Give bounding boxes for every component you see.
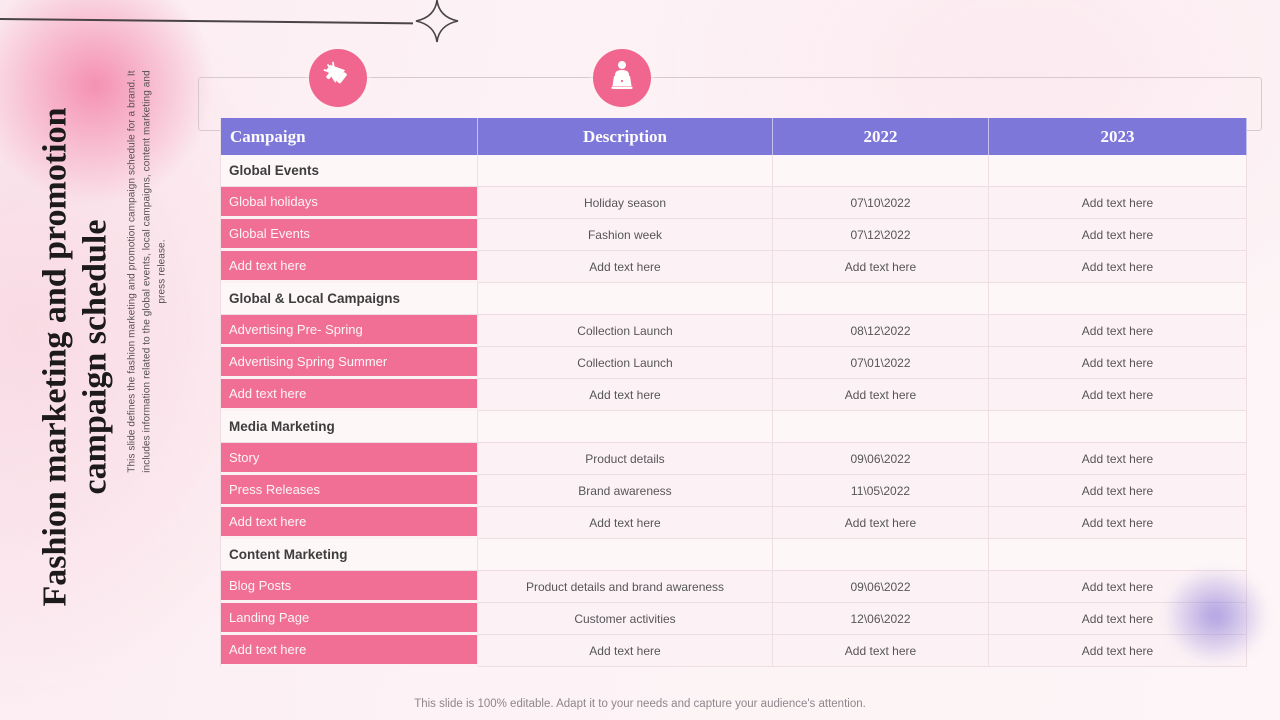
date-2022-cell[interactable]: 07\10\2022	[773, 187, 989, 219]
column-header-2023[interactable]: 2023	[989, 118, 1247, 155]
section-empty-cell	[989, 283, 1247, 315]
description-cell[interactable]: Add text here	[478, 635, 773, 667]
presenter-icon	[606, 59, 638, 98]
section-row-label[interactable]: Global & Local Campaigns	[221, 283, 478, 315]
purple-blob-decoration	[1143, 548, 1280, 683]
campaign-cell[interactable]: Global holidays	[221, 187, 478, 219]
page-title: Fashion marketing and promotion campaign…	[36, 65, 116, 650]
date-2023-cell[interactable]: Add text here	[989, 475, 1247, 507]
date-2022-cell[interactable]: 12\06\2022	[773, 603, 989, 635]
campaign-cell[interactable]: Advertising Pre- Spring	[221, 315, 478, 347]
date-2022-cell[interactable]: 09\06\2022	[773, 571, 989, 603]
campaign-cell[interactable]: Blog Posts	[221, 571, 478, 603]
date-2022-cell[interactable]: 07\01\2022	[773, 347, 989, 379]
column-header-campaign[interactable]: Campaign	[221, 118, 478, 155]
description-cell[interactable]: Brand awareness	[478, 475, 773, 507]
campaign-cell[interactable]: Add text here	[221, 635, 478, 667]
campaign-cell[interactable]: Press Releases	[221, 475, 478, 507]
section-empty-cell	[989, 411, 1247, 443]
page-title-line1: Fashion marketing and promotion	[36, 107, 74, 607]
date-2022-cell[interactable]: Add text here	[773, 635, 989, 667]
description-cell[interactable]: Collection Launch	[478, 315, 773, 347]
page-title-line2: campaign schedule	[76, 219, 114, 495]
campaign-cell[interactable]: Landing Page	[221, 603, 478, 635]
description-cell[interactable]: Holiday season	[478, 187, 773, 219]
description-cell[interactable]: Add text here	[478, 251, 773, 283]
campaign-cell[interactable]: Add text here	[221, 251, 478, 283]
section-empty-cell	[773, 411, 989, 443]
date-2022-cell[interactable]: 09\06\2022	[773, 443, 989, 475]
description-icon-circle	[593, 49, 651, 107]
date-2023-cell[interactable]: Add text here	[989, 251, 1247, 283]
schedule-table: Campaign Description 2022 2023 Global Events…	[220, 118, 1247, 667]
date-2023-cell[interactable]: Add text here	[989, 315, 1247, 347]
section-empty-cell	[989, 155, 1247, 187]
date-2022-cell[interactable]: Add text here	[773, 379, 989, 411]
description-cell[interactable]: Customer activities	[478, 603, 773, 635]
section-empty-cell	[773, 283, 989, 315]
section-empty-cell	[773, 539, 989, 571]
decorative-line	[0, 18, 413, 25]
campaign-cell[interactable]: Advertising Spring Summer	[221, 347, 478, 379]
campaign-icon-circle	[309, 49, 367, 107]
section-empty-cell	[478, 539, 773, 571]
section-row-label[interactable]: Content Marketing	[221, 539, 478, 571]
date-2023-cell[interactable]: Add text here	[989, 443, 1247, 475]
description-cell[interactable]: Product details	[478, 443, 773, 475]
description-cell[interactable]: Add text here	[478, 507, 773, 539]
date-2022-cell[interactable]: 07\12\2022	[773, 219, 989, 251]
date-2022-cell[interactable]: Add text here	[773, 507, 989, 539]
date-2023-cell[interactable]: Add text here	[989, 507, 1247, 539]
section-empty-cell	[773, 155, 989, 187]
column-header-2022[interactable]: 2022	[773, 118, 989, 155]
date-2022-cell[interactable]: Add text here	[773, 251, 989, 283]
date-2023-cell[interactable]: Add text here	[989, 347, 1247, 379]
campaign-cell[interactable]: Story	[221, 443, 478, 475]
column-header-description[interactable]: Description	[478, 118, 773, 155]
section-row-label[interactable]: Global Events	[221, 155, 478, 187]
date-2023-cell[interactable]: Add text here	[989, 379, 1247, 411]
sparkle-star-icon	[414, 0, 460, 49]
date-2023-cell[interactable]: Add text here	[989, 219, 1247, 251]
section-empty-cell	[478, 283, 773, 315]
campaign-cell[interactable]: Add text here	[221, 379, 478, 411]
megaphone-icon	[321, 59, 355, 98]
campaign-cell[interactable]: Global Events	[221, 219, 478, 251]
date-2023-cell[interactable]: Add text here	[989, 187, 1247, 219]
description-cell[interactable]: Product details and brand awareness	[478, 571, 773, 603]
footer-note: This slide is 100% editable. Adapt it to…	[414, 698, 866, 710]
campaign-cell[interactable]: Add text here	[221, 507, 478, 539]
section-row-label[interactable]: Media Marketing	[221, 411, 478, 443]
page-subtitle: This slide defines the fashion marketing…	[126, 70, 168, 473]
date-2022-cell[interactable]: 11\05\2022	[773, 475, 989, 507]
date-2022-cell[interactable]: 08\12\2022	[773, 315, 989, 347]
description-cell[interactable]: Fashion week	[478, 219, 773, 251]
section-empty-cell	[478, 155, 773, 187]
section-empty-cell	[478, 411, 773, 443]
description-cell[interactable]: Add text here	[478, 379, 773, 411]
description-cell[interactable]: Collection Launch	[478, 347, 773, 379]
